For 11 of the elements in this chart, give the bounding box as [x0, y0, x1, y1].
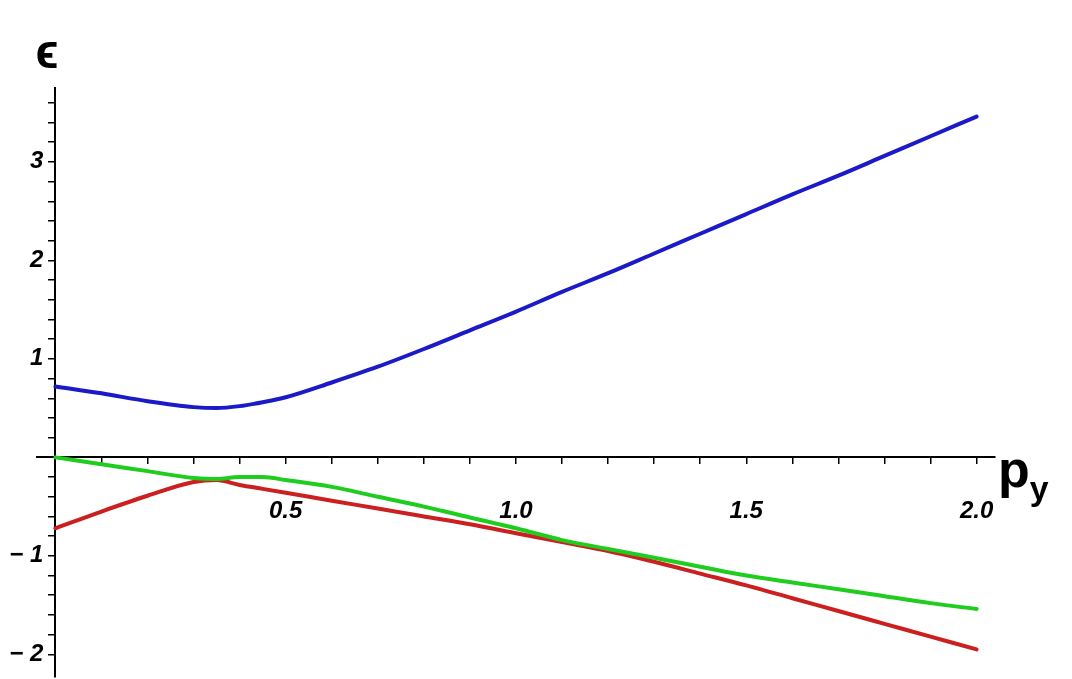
line-series [53, 114, 979, 411]
y-tick-label: − 2 [9, 638, 45, 666]
x-tick-label: 0.5 [269, 495, 304, 523]
x-tick-label: 1.0 [499, 495, 534, 523]
y-axis-title: ϵ [35, 25, 59, 78]
y-tick-label: 3 [30, 146, 45, 174]
x-tick-label: 2.0 [958, 495, 994, 523]
y-tick-label: 2 [29, 244, 45, 272]
y-tick-label: − 1 [9, 540, 44, 568]
x-tick-label: 1.5 [729, 495, 764, 523]
y-tick-label: 1 [30, 343, 44, 371]
